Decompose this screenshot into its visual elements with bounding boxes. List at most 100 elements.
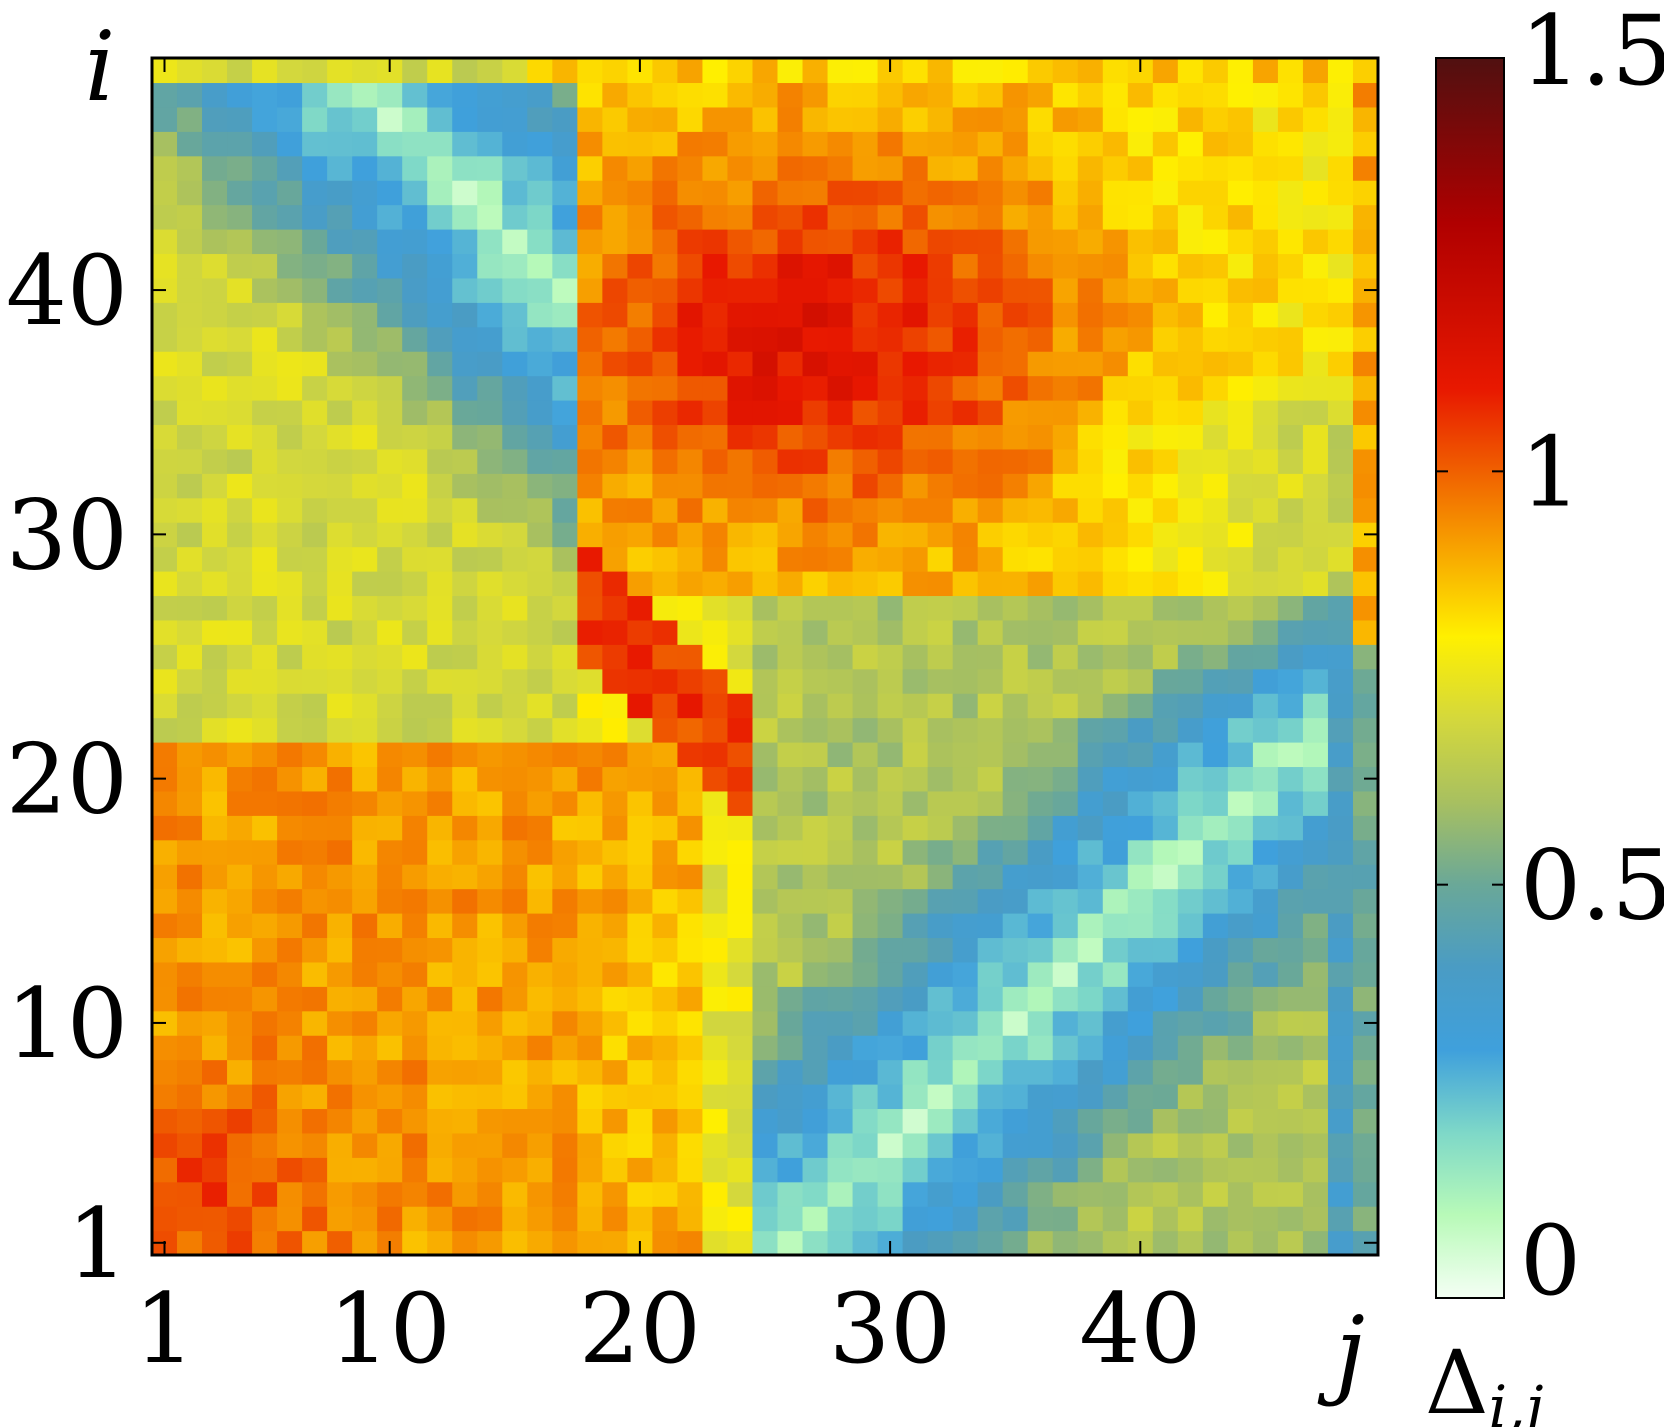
heatmap-cell [377,277,403,303]
heatmap-cell [1152,839,1179,865]
heatmap-cell [277,790,303,816]
heatmap-cell [1027,888,1054,914]
heatmap-cell [927,644,954,670]
heatmap-cell [302,619,328,645]
heatmap-cell [277,155,303,181]
heatmap-cell [852,229,879,255]
x-axis-label: j [1317,1296,1365,1408]
heatmap-cell [1152,1035,1179,1061]
heatmap-cell [352,180,378,206]
heatmap-cell [377,131,403,157]
heatmap-cell [977,571,1004,597]
heatmap-cell [202,302,228,328]
heatmap-cell [977,839,1004,865]
heatmap-cell [152,1035,178,1061]
heatmap-cell [652,351,679,377]
heatmap-cell [327,742,353,768]
heatmap-cell [1027,497,1054,523]
heatmap-cell [1327,1181,1354,1207]
heatmap-cell [1202,1230,1229,1256]
heatmap-cell [1102,106,1129,132]
heatmap-cell [327,595,353,621]
heatmap-cell [1327,1206,1354,1232]
heatmap-cell [1352,58,1379,84]
heatmap-cell [277,546,303,572]
heatmap-cell [877,1108,904,1134]
heatmap-cell [752,424,779,450]
heatmap-cell [1252,668,1279,694]
heatmap-cell [1302,277,1329,303]
heatmap-cell [577,717,603,743]
heatmap-cell [577,888,603,914]
heatmap-cell [1077,937,1104,963]
heatmap-cell [1252,1230,1279,1256]
heatmap-cell [1052,1181,1079,1207]
heatmap-cell [602,546,628,572]
heatmap-cell [302,839,328,865]
heatmap-cell [152,961,178,987]
heatmap-cell [252,155,278,181]
heatmap-cell [877,1010,904,1036]
heatmap-cell [627,1181,654,1207]
heatmap-cell [727,961,754,987]
heatmap-cell [1227,986,1254,1012]
heatmap-cell [327,766,353,792]
heatmap-cell [1277,424,1304,450]
heatmap-cell [1002,961,1029,987]
heatmap-cell [252,1084,278,1110]
heatmap-cell [1202,1084,1229,1110]
heatmap-cell [377,1157,403,1183]
heatmap-cell [552,131,578,157]
heatmap-cell [902,1035,929,1061]
heatmap-cell [202,326,228,352]
heatmap-cell [1077,1108,1104,1134]
heatmap-cell [302,1181,328,1207]
heatmap-cell [877,742,904,768]
heatmap-cell [852,1230,879,1256]
heatmap-cell [352,400,378,426]
heatmap-cell [827,717,854,743]
heatmap-cell [1152,644,1179,670]
heatmap-cell [877,351,904,377]
heatmap-cell [1327,1157,1354,1183]
heatmap-cell [452,815,478,841]
heatmap-cell [227,864,253,890]
heatmap-cell [677,815,704,841]
heatmap-cell [802,424,829,450]
heatmap-cell [577,400,603,426]
heatmap-cell [1302,815,1329,841]
heatmap-cell [277,180,303,206]
heatmap-cell [1052,1157,1079,1183]
heatmap-cell [652,619,679,645]
heatmap-cell [327,253,353,279]
heatmap-cell [652,937,679,963]
heatmap-cell [952,253,979,279]
heatmap-cell [452,131,478,157]
heatmap-cell [1327,913,1354,939]
heatmap-cell [877,424,904,450]
heatmap-cell [577,668,603,694]
heatmap-cell [802,473,829,499]
heatmap-cell [1177,742,1204,768]
heatmap-cell [527,839,553,865]
heatmap-cell [827,571,854,597]
heatmap-cell [902,1157,929,1183]
heatmap-cell [527,253,553,279]
heatmap-cell [1277,717,1304,743]
heatmap-cell [227,1206,253,1232]
heatmap-cell [1102,1108,1129,1134]
heatmap-cell [1277,473,1304,499]
heatmap-cell [1327,790,1354,816]
heatmap-cell [777,693,804,719]
heatmap-cell [1252,766,1279,792]
heatmap-cell [1152,302,1179,328]
heatmap-cell [727,106,754,132]
heatmap-cell [502,717,528,743]
heatmap-cell [452,766,478,792]
heatmap-cell [1352,1132,1379,1158]
heatmap-cell [677,888,704,914]
heatmap-cell [277,742,303,768]
heatmap-cell [1152,693,1179,719]
heatmap-cell [302,253,328,279]
heatmap-cell [1252,131,1279,157]
